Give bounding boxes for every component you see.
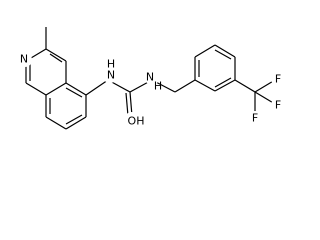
structure-diagram: N H N N H OH F F F	[18, 27, 283, 130]
labels: N H N N H OH F F F	[18, 53, 283, 128]
atom-label: OH	[128, 115, 145, 128]
atom-label: N	[146, 71, 154, 84]
atom-label: F	[275, 99, 281, 112]
atom-label: F	[275, 73, 281, 86]
atom-label: F	[252, 112, 258, 125]
bonds	[25, 27, 276, 130]
atom-label: H	[107, 58, 115, 71]
atom-label: H	[154, 80, 162, 93]
atom-label: N	[107, 69, 115, 82]
atom-label: N	[20, 53, 28, 66]
